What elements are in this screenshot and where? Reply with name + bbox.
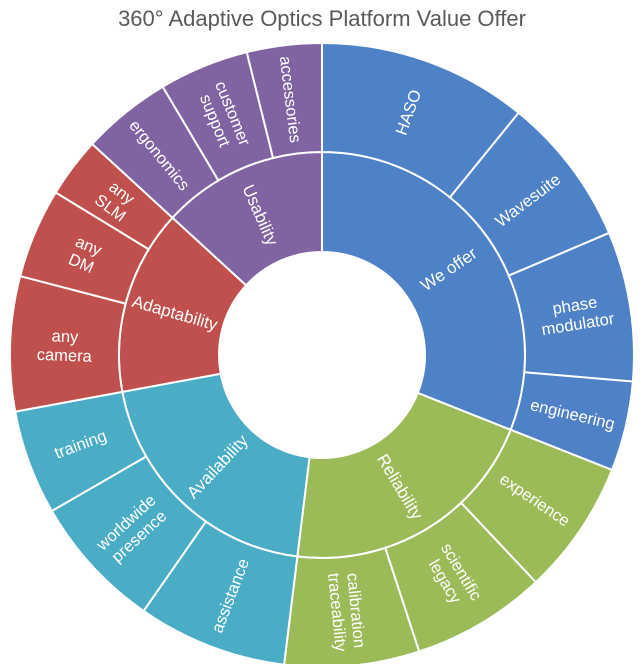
chart-title: 360° Adaptive Optics Platform Value Offe… <box>118 6 526 31</box>
leaf-label-any-camera: anycamera <box>36 327 93 366</box>
leaf-segment-accessories[interactable] <box>245 41 323 160</box>
leaf-label-calibration-traceability: calibrationtraceability <box>324 570 369 653</box>
leaf-segment-calibration-traceability[interactable] <box>283 546 421 664</box>
